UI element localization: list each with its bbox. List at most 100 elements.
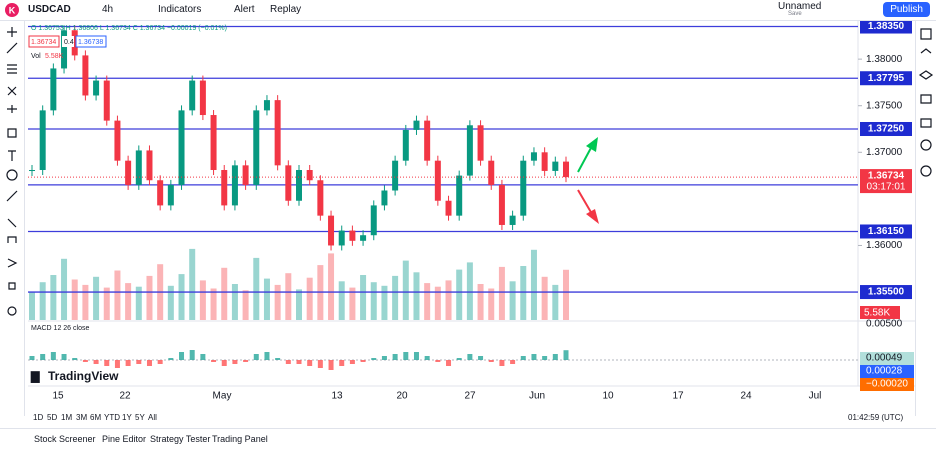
candle-body xyxy=(61,30,68,69)
volume-bar xyxy=(221,267,228,320)
candle-body xyxy=(29,170,35,171)
macd-bar xyxy=(114,360,120,368)
macd-bar xyxy=(72,358,78,360)
volume-bar xyxy=(29,292,35,320)
top-toolbar: K USDCAD 4h Indicators Alert Replay Unna… xyxy=(0,0,936,21)
replay-button[interactable]: Replay xyxy=(270,4,302,15)
drawing-toolbar xyxy=(0,21,25,416)
volume-bar xyxy=(114,270,121,320)
timeframe-button[interactable]: 3M xyxy=(76,413,88,422)
tool-icons xyxy=(6,27,18,316)
countdown: 03:17:01 xyxy=(867,182,906,193)
macd-bar xyxy=(307,360,313,366)
macd-bar xyxy=(29,356,35,360)
level-label: 1.37795 xyxy=(868,73,905,84)
candle-body xyxy=(125,160,132,185)
legend-ohlc: O 1.36753 H 1.36806 L 1.36734 C 1.36734 … xyxy=(31,25,227,32)
timeframe-button[interactable]: All xyxy=(148,413,157,422)
macd-bar xyxy=(179,352,185,360)
down-arrow xyxy=(577,189,593,215)
level-label-box xyxy=(860,224,912,239)
macd-bar xyxy=(435,360,441,362)
x-tick-label: 15 xyxy=(52,391,64,402)
volume-bar xyxy=(135,286,142,320)
up-arrow xyxy=(577,145,593,173)
interval[interactable]: 4h xyxy=(102,4,114,15)
macd-value-box xyxy=(860,352,914,365)
volume-bar xyxy=(296,289,302,320)
candle-body xyxy=(103,80,110,121)
bottom-tab[interactable]: Stock Screener xyxy=(34,434,96,444)
macd-bar xyxy=(339,360,345,366)
macd-bar xyxy=(360,360,366,362)
candle-body xyxy=(157,180,164,206)
level-label: 1.35500 xyxy=(868,287,905,298)
legend-box xyxy=(62,36,74,47)
candle-body xyxy=(39,110,46,170)
up-arrow-head xyxy=(586,137,598,152)
layout-name[interactable]: Unnamed xyxy=(778,1,822,12)
volume-bar xyxy=(456,269,463,320)
macd-bar xyxy=(82,360,88,362)
volume-bar xyxy=(360,275,367,320)
volume-bar xyxy=(242,290,249,320)
macd-bar xyxy=(232,360,238,364)
timeframe-button[interactable]: 6M xyxy=(90,413,102,422)
volume-legend: Vol xyxy=(31,53,41,60)
alert-button[interactable]: Alert xyxy=(234,4,255,15)
volume-bar xyxy=(552,284,559,320)
candle-body xyxy=(93,80,100,96)
timeframe-button[interactable]: 5Y xyxy=(135,413,145,422)
volume-bar xyxy=(50,275,57,320)
x-tick-label: 20 xyxy=(396,391,408,402)
candle-body xyxy=(402,129,409,161)
timeframe-button[interactable]: 1M xyxy=(61,413,73,422)
candle-body xyxy=(178,110,185,185)
level-label: 1.37250 xyxy=(868,124,905,135)
volume-bar xyxy=(338,281,345,320)
candle-body xyxy=(552,161,559,171)
volume-label: 5.58K xyxy=(864,308,890,319)
publish-button[interactable]: Publish xyxy=(883,2,930,17)
bottom-tab[interactable]: Trading Panel xyxy=(212,434,268,444)
level-label-box xyxy=(860,21,912,34)
volume-bar xyxy=(61,258,68,320)
volume-bar xyxy=(370,282,377,320)
macd-bar xyxy=(189,350,195,360)
volume-bar xyxy=(199,280,206,320)
macd-bar xyxy=(253,354,259,360)
candle-body xyxy=(381,190,388,206)
candle-body xyxy=(477,125,484,161)
candle-body xyxy=(509,215,516,225)
indicators-button[interactable]: Indicators xyxy=(158,4,202,15)
y-tick-label: 1.38000 xyxy=(866,54,903,65)
timeframe-button[interactable]: 1Y xyxy=(122,413,132,422)
macd-bar xyxy=(221,360,227,366)
bottom-tab[interactable]: Strategy Tester xyxy=(150,434,211,444)
x-tick-label: 17 xyxy=(672,391,684,402)
y-tick-label: 1.37500 xyxy=(866,100,903,111)
y-tick-label: 1.37000 xyxy=(866,147,903,158)
bottom-tab[interactable]: Pine Editor xyxy=(102,434,147,444)
volume-bar xyxy=(488,288,495,320)
timeframe-button[interactable]: YTD xyxy=(104,413,120,422)
candle-body xyxy=(199,80,206,116)
volume-legend-value: 5.58K xyxy=(45,53,64,60)
save-button[interactable]: Save xyxy=(788,11,802,17)
symbol[interactable]: USDCAD xyxy=(28,4,71,15)
candle-body xyxy=(285,165,292,201)
macd-bar xyxy=(200,354,206,360)
macd-bar xyxy=(317,360,323,368)
side-panel xyxy=(915,21,936,416)
macd-bar xyxy=(157,360,163,364)
candle-body xyxy=(392,160,399,191)
timeframe-button[interactable]: 5D xyxy=(47,413,58,422)
candle-body xyxy=(434,160,441,201)
volume-bar xyxy=(103,287,110,320)
timeframe-button[interactable]: 1D xyxy=(33,413,44,422)
macd-bar xyxy=(531,354,537,360)
chart: 1.38000 1.37500 1.37000 1.36000 1.38350 1.377… xyxy=(28,21,915,411)
svg-text:K: K xyxy=(9,5,16,15)
candle-body xyxy=(210,115,217,170)
volume-bar xyxy=(210,288,217,320)
